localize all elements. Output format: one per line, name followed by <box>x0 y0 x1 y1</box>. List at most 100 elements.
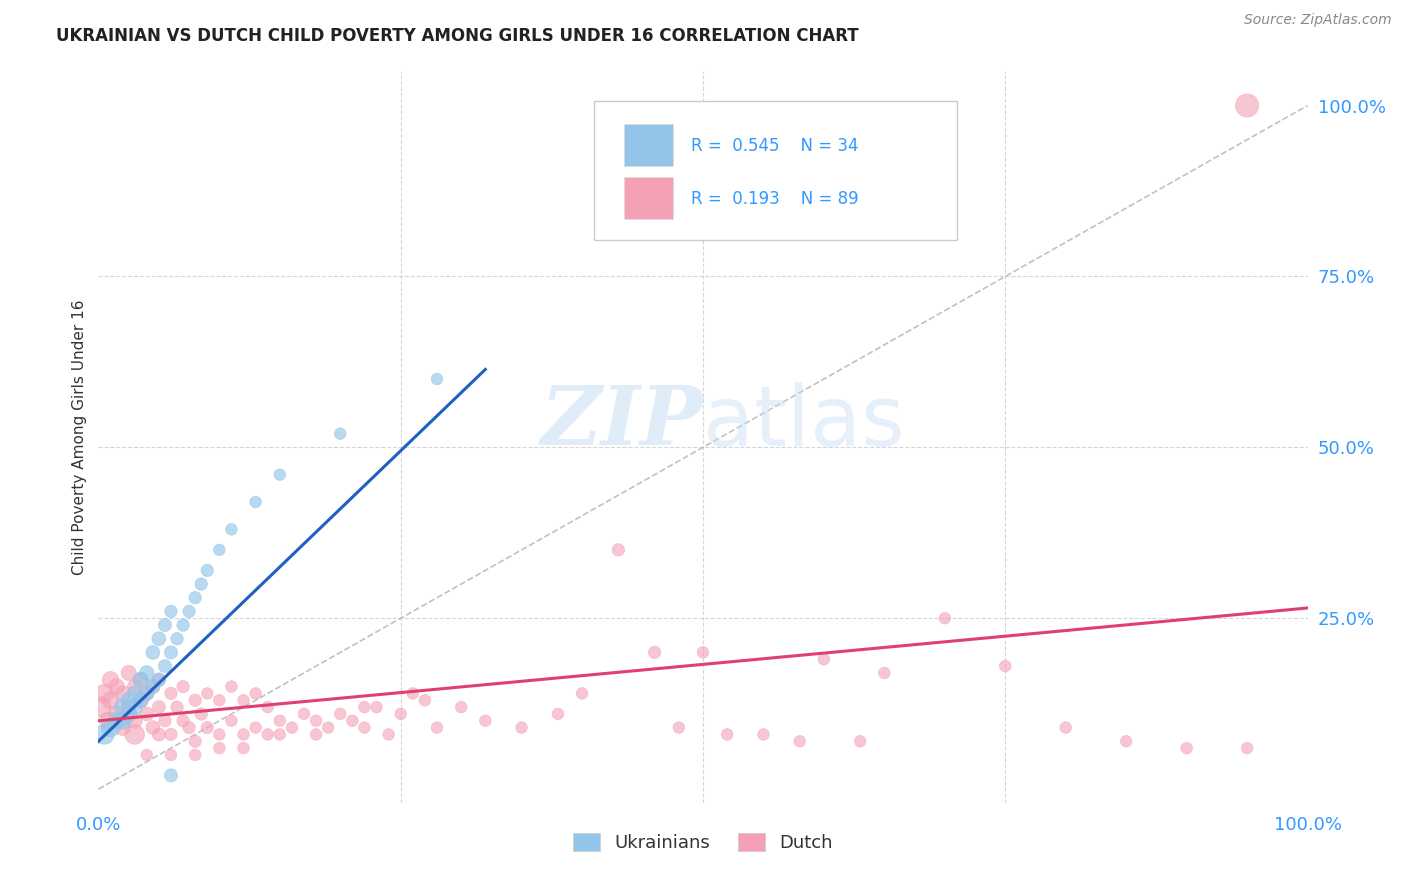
Point <box>142 680 165 694</box>
Text: UKRAINIAN VS DUTCH CHILD POVERTY AMONG GIRLS UNDER 16 CORRELATION CHART: UKRAINIAN VS DUTCH CHILD POVERTY AMONG G… <box>56 27 859 45</box>
Point <box>1236 741 1258 756</box>
Point <box>292 706 315 721</box>
Point <box>305 727 328 741</box>
Point <box>97 714 120 728</box>
Point <box>172 618 194 632</box>
Legend: Ukrainians, Dutch: Ukrainians, Dutch <box>574 833 832 852</box>
Point <box>160 747 183 762</box>
Point <box>195 721 218 735</box>
Point <box>129 673 152 687</box>
Text: R =  0.193    N = 89: R = 0.193 N = 89 <box>690 190 859 208</box>
Point <box>124 714 146 728</box>
Point <box>135 706 157 721</box>
Point <box>172 714 194 728</box>
Point <box>426 372 449 386</box>
Point <box>789 734 811 748</box>
Point <box>232 727 254 741</box>
Point <box>160 645 183 659</box>
Point <box>873 665 896 680</box>
Point <box>752 727 775 741</box>
Point <box>100 721 122 735</box>
Point <box>813 652 835 666</box>
Point <box>148 673 170 687</box>
Point <box>450 700 472 714</box>
Point <box>668 721 690 735</box>
Point <box>934 611 956 625</box>
Point <box>256 727 278 741</box>
Point <box>329 426 352 441</box>
Point <box>129 673 152 687</box>
Point <box>105 714 128 728</box>
Point <box>142 721 165 735</box>
Point <box>135 665 157 680</box>
Point <box>153 714 176 728</box>
Point <box>118 665 141 680</box>
Point <box>190 706 212 721</box>
Point <box>93 727 115 741</box>
Point <box>190 577 212 591</box>
FancyBboxPatch shape <box>624 124 672 167</box>
Point <box>342 714 364 728</box>
Point <box>166 700 188 714</box>
Point <box>426 721 449 735</box>
Point <box>1236 98 1258 112</box>
Point <box>232 741 254 756</box>
Point <box>547 706 569 721</box>
Point <box>142 680 165 694</box>
Point <box>195 686 218 700</box>
Point <box>389 706 412 721</box>
Point <box>510 721 533 735</box>
Point <box>179 721 201 735</box>
Point <box>148 727 170 741</box>
Point <box>153 659 176 673</box>
Point <box>1175 741 1198 756</box>
Text: ZIP: ZIP <box>540 383 703 462</box>
Point <box>124 680 146 694</box>
Point <box>221 680 243 694</box>
Point <box>245 721 267 735</box>
Point <box>184 747 207 762</box>
Point <box>377 727 399 741</box>
Point <box>166 632 188 646</box>
Point <box>571 686 593 700</box>
Point <box>402 686 425 700</box>
Point <box>160 727 183 741</box>
Point <box>111 714 134 728</box>
Point <box>849 734 872 748</box>
Point <box>644 645 666 659</box>
Point <box>111 700 134 714</box>
Point <box>148 632 170 646</box>
Point <box>221 714 243 728</box>
Point <box>184 734 207 748</box>
Point <box>93 686 115 700</box>
Point <box>129 693 152 707</box>
Point <box>256 700 278 714</box>
Point <box>474 714 496 728</box>
Point <box>221 522 243 536</box>
Point <box>281 721 304 735</box>
Point <box>124 686 146 700</box>
Point <box>329 706 352 721</box>
Point <box>353 700 375 714</box>
Point <box>148 673 170 687</box>
Text: atlas: atlas <box>703 382 904 463</box>
Point <box>111 686 134 700</box>
Point <box>118 706 141 721</box>
Point <box>716 727 738 741</box>
Point <box>353 721 375 735</box>
Point <box>118 700 141 714</box>
Y-axis label: Child Poverty Among Girls Under 16: Child Poverty Among Girls Under 16 <box>72 300 87 574</box>
Point <box>269 467 291 482</box>
Point <box>245 686 267 700</box>
Point <box>208 542 231 557</box>
Point <box>124 727 146 741</box>
Text: Source: ZipAtlas.com: Source: ZipAtlas.com <box>1244 13 1392 28</box>
Point <box>184 693 207 707</box>
Point <box>232 693 254 707</box>
Point <box>172 680 194 694</box>
Point <box>105 706 128 721</box>
Point <box>184 591 207 605</box>
Point <box>195 563 218 577</box>
Point <box>135 686 157 700</box>
Point <box>142 645 165 659</box>
